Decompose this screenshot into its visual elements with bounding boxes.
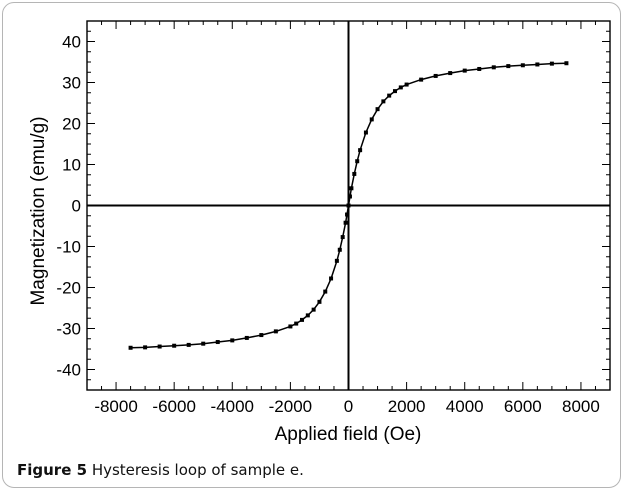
x-tick-label: 4000 xyxy=(446,397,484,416)
data-point xyxy=(564,61,569,66)
data-point xyxy=(381,99,386,104)
data-point xyxy=(259,333,264,338)
y-tick-label: -20 xyxy=(56,279,81,298)
data-point xyxy=(334,258,339,263)
data-point xyxy=(477,66,482,71)
data-point xyxy=(520,63,525,68)
y-tick-labels: -40 -30 -20 -10 0 10 20 30 40 xyxy=(56,33,81,380)
data-point xyxy=(462,68,467,73)
data-point xyxy=(288,324,293,329)
data-point xyxy=(201,341,206,346)
data-point xyxy=(311,307,316,312)
data-point xyxy=(347,194,352,199)
data-point xyxy=(317,299,322,304)
x-tick-labels: -8000 -6000 -4000 -2000 0 2000 4000 6000 8000 xyxy=(94,397,600,416)
x-tick-label: 0 xyxy=(344,397,353,416)
x-tick-label: 2000 xyxy=(388,397,426,416)
data-point xyxy=(398,85,403,90)
y-axis-label: Magnetization (emu/g) xyxy=(28,116,49,305)
hysteresis-chart: -8000 -6000 -4000 -2000 0 2000 4000 6000 8000 -4… xyxy=(28,20,611,445)
data-point xyxy=(294,321,299,326)
data-point xyxy=(186,342,191,347)
data-point xyxy=(352,171,357,176)
data-point xyxy=(355,159,360,164)
y-tick-label: -10 xyxy=(56,238,81,257)
y-tick-label: 40 xyxy=(62,33,81,52)
data-point xyxy=(172,343,177,348)
x-tick-label: -6000 xyxy=(152,397,195,416)
data-point xyxy=(404,82,409,87)
x-axis-label: Applied field (Oe) xyxy=(275,424,422,445)
y-tick-label: 20 xyxy=(62,115,81,134)
x-tick-label: 6000 xyxy=(504,397,542,416)
figure-label: Figure 5 xyxy=(17,461,88,479)
data-point xyxy=(157,344,162,349)
data-point xyxy=(346,203,351,208)
data-point xyxy=(300,317,305,322)
data-point xyxy=(273,329,278,334)
data-point xyxy=(549,61,554,66)
data-point xyxy=(433,73,438,78)
data-point xyxy=(369,117,374,122)
data-series xyxy=(128,61,569,350)
data-point xyxy=(419,77,424,82)
data-point xyxy=(491,65,496,70)
data-point xyxy=(535,62,540,67)
y-tick-label: -30 xyxy=(56,320,81,339)
data-point xyxy=(392,89,397,94)
data-point xyxy=(340,235,345,240)
data-point xyxy=(143,345,148,350)
y-tick-label: 30 xyxy=(62,74,81,93)
data-point xyxy=(128,345,133,350)
x-tick-label: -8000 xyxy=(94,397,137,416)
data-point xyxy=(506,64,511,69)
data-point xyxy=(343,220,348,225)
x-tick-label: -4000 xyxy=(211,397,254,416)
figure-caption: Figure 5 Hysteresis loop of sample e. xyxy=(17,461,304,479)
data-point xyxy=(363,130,368,135)
data-point xyxy=(375,107,380,112)
data-point xyxy=(387,93,392,98)
data-point xyxy=(358,148,363,153)
data-point xyxy=(230,338,235,343)
data-point xyxy=(448,71,453,76)
x-tick-label: -2000 xyxy=(269,397,312,416)
data-point xyxy=(337,247,342,252)
data-point xyxy=(244,335,249,340)
data-point xyxy=(305,313,310,318)
x-tick-label: 8000 xyxy=(562,397,600,416)
y-tick-label: 0 xyxy=(72,197,81,216)
data-point xyxy=(329,276,334,281)
y-tick-label: 10 xyxy=(62,156,81,175)
y-tick-label: -40 xyxy=(56,361,81,380)
axis-ticks xyxy=(86,20,611,391)
figure-caption-text: Hysteresis loop of sample e. xyxy=(91,461,304,479)
data-point xyxy=(349,186,354,191)
data-point xyxy=(215,340,220,345)
data-point xyxy=(345,212,350,217)
data-point xyxy=(323,289,328,294)
